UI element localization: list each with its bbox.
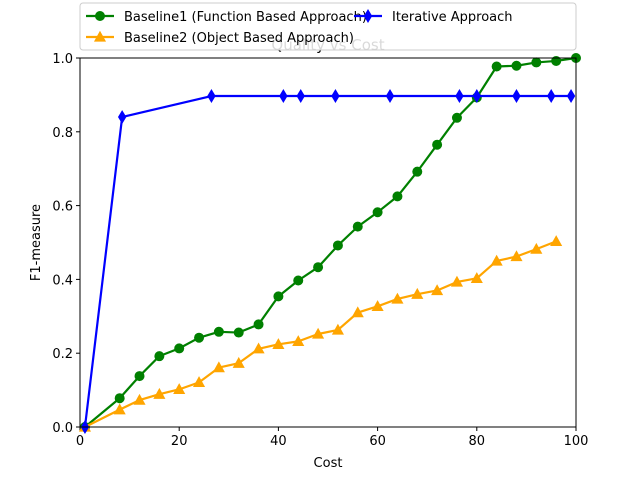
baseline2-point-10 bbox=[292, 335, 305, 347]
iterative-point-4 bbox=[296, 89, 305, 103]
baseline2-point-20 bbox=[490, 254, 503, 266]
baseline2-series bbox=[78, 235, 563, 432]
legend-box bbox=[79, 2, 577, 51]
legend-item-baseline1: Baseline1 (Function Based Approach) bbox=[86, 10, 367, 25]
iterative-point-7 bbox=[455, 89, 464, 103]
baseline1-point-7 bbox=[233, 327, 244, 338]
baseline2-point-9 bbox=[272, 338, 285, 350]
iterative-point-8 bbox=[472, 89, 481, 103]
y-tick-label: 0.2 bbox=[52, 347, 73, 362]
baseline2-point-11 bbox=[312, 327, 325, 339]
baseline2-point-17 bbox=[431, 284, 444, 296]
iterative-point-11 bbox=[566, 89, 576, 103]
iterative-point-3 bbox=[279, 89, 288, 103]
baseline1-point-2 bbox=[134, 371, 145, 382]
legend-baseline2-point-legend bbox=[93, 30, 107, 42]
iterative-point-6 bbox=[385, 89, 395, 103]
y-tick-label: 0.8 bbox=[52, 126, 73, 141]
legend: Baseline1 (Function Based Approach) Basel… bbox=[79, 2, 577, 51]
iterative-line bbox=[83, 94, 572, 428]
x-tick-label: 20 bbox=[171, 434, 188, 449]
baseline2-point-4 bbox=[173, 383, 186, 395]
baseline1-point-5 bbox=[194, 332, 205, 343]
baseline1-point-23 bbox=[551, 55, 562, 66]
baseline1-point-9 bbox=[273, 291, 284, 302]
baseline2-point-7 bbox=[232, 356, 245, 368]
baseline1-point-6 bbox=[213, 326, 224, 337]
baseline2-point-15 bbox=[391, 292, 404, 304]
baseline1-point-21 bbox=[511, 60, 522, 71]
x-axis-label: Cost bbox=[314, 456, 343, 471]
baseline2-point-16 bbox=[411, 287, 424, 299]
legend-iterative-point-legend bbox=[363, 9, 373, 23]
baseline2-point-1 bbox=[113, 403, 126, 415]
x-tick-label: 60 bbox=[369, 434, 386, 449]
baseline1-point-4 bbox=[174, 343, 185, 354]
baseline2-point-2 bbox=[133, 393, 146, 405]
y-tick-label: 0.6 bbox=[52, 200, 73, 215]
baseline1-point-1 bbox=[114, 393, 125, 404]
baseline2-point-13 bbox=[351, 306, 364, 318]
baseline1-point-17 bbox=[432, 139, 443, 150]
legend-label: Baseline2 (Object Based Approach) bbox=[124, 31, 354, 46]
legend-item-baseline2: Baseline2 (Object Based Approach) bbox=[86, 30, 354, 46]
baseline2-point-19 bbox=[470, 272, 483, 283]
legend-item-iterative: Iterative Approach bbox=[354, 9, 513, 25]
x-tick-label: 0 bbox=[76, 434, 84, 449]
iterative-point-10 bbox=[547, 89, 556, 103]
y-tick-label: 0.0 bbox=[52, 421, 73, 436]
baseline1-point-18 bbox=[451, 112, 462, 123]
x-tick-label: 100 bbox=[564, 434, 589, 449]
baseline1-point-14 bbox=[372, 207, 383, 218]
baseline2-point-8 bbox=[252, 342, 265, 354]
iterative-point-5 bbox=[331, 89, 340, 103]
y-axis: 0.0 0.2 0.4 0.6 0.8 1.0 bbox=[52, 52, 80, 436]
baseline1-point-12 bbox=[332, 240, 343, 251]
baseline1-series bbox=[79, 53, 581, 432]
legend-label: Iterative Approach bbox=[392, 10, 513, 25]
baseline1-point-11 bbox=[313, 262, 324, 273]
baseline1-point-16 bbox=[412, 166, 423, 177]
baseline2-point-3 bbox=[153, 387, 166, 399]
baseline2-point-5 bbox=[192, 376, 206, 388]
baseline1-point-15 bbox=[392, 191, 403, 202]
baseline1-point-22 bbox=[531, 57, 542, 68]
x-axis: 0 20 40 60 80 100 bbox=[76, 427, 589, 449]
baseline2-point-23 bbox=[550, 235, 563, 247]
iterative-point-1 bbox=[117, 110, 127, 125]
baseline2-point-22 bbox=[530, 242, 543, 254]
baseline2-point-18 bbox=[450, 275, 464, 287]
iterative-point-2 bbox=[207, 89, 216, 103]
baseline2-point-14 bbox=[371, 300, 384, 311]
baseline1-point-13 bbox=[352, 221, 363, 232]
series-layer bbox=[78, 53, 581, 434]
baseline1-point-10 bbox=[293, 275, 304, 286]
plot-area bbox=[80, 58, 576, 427]
baseline1-point-8 bbox=[253, 319, 264, 330]
y-tick-label: 1.0 bbox=[52, 52, 73, 67]
iterative-series bbox=[80, 89, 576, 434]
legend-baseline1-point-legend bbox=[95, 11, 105, 21]
baseline1-point-20 bbox=[491, 61, 502, 72]
x-tick-label: 40 bbox=[270, 434, 287, 449]
iterative-point-9 bbox=[512, 89, 521, 103]
baseline2-point-21 bbox=[510, 250, 523, 262]
baseline2-point-12 bbox=[331, 323, 344, 335]
plot-frame bbox=[79, 57, 577, 428]
y-tick-label: 0.4 bbox=[52, 273, 73, 288]
baseline2-point-6 bbox=[212, 361, 225, 373]
baseline1-point-3 bbox=[154, 351, 165, 362]
x-tick-label: 80 bbox=[469, 434, 486, 449]
y-axis-label: F1-measure bbox=[29, 204, 44, 281]
legend-label: Baseline1 (Function Based Approach) bbox=[124, 10, 367, 25]
